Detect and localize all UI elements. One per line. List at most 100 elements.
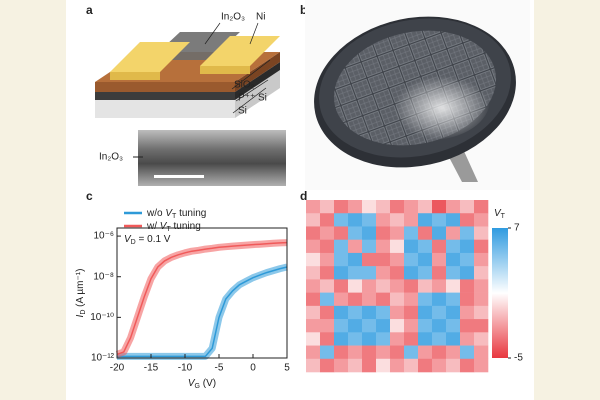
heatmap-cell — [334, 266, 349, 280]
heatmap-cell — [376, 292, 391, 307]
panel-label: d — [300, 189, 307, 203]
heatmap-cell — [306, 332, 321, 346]
heatmap-cell — [460, 266, 475, 280]
heatmap-cell — [362, 252, 377, 267]
heatmap-cell — [404, 252, 419, 267]
legend-entry-part: T — [172, 213, 177, 220]
heatmap-cell — [432, 266, 447, 280]
heatmap-cell — [446, 358, 461, 373]
heatmap-cell — [320, 345, 335, 360]
heatmap-cell — [376, 345, 391, 360]
heatmap-cell — [348, 252, 363, 267]
heatmap-cell — [334, 319, 349, 333]
heatmap-cell — [348, 292, 363, 307]
x-tick-label: -5 — [215, 363, 224, 374]
heatmap-cell — [474, 332, 489, 346]
heatmap-cell — [306, 292, 321, 307]
heatmap-cell — [474, 266, 489, 280]
x-axis-label: VG (V) — [188, 378, 216, 391]
heatmap-cell — [376, 226, 391, 240]
heatmap-cell — [390, 305, 405, 320]
heatmap-cell — [390, 266, 405, 280]
heatmap-cell — [376, 279, 391, 293]
x-tick-label: 0 — [250, 363, 256, 374]
heatmap-cell — [334, 332, 349, 346]
heatmap-cell — [306, 358, 321, 373]
heatmap-cell — [348, 305, 363, 320]
heatmap-cell — [334, 252, 349, 267]
x-tick-label: -15 — [144, 363, 159, 374]
heatmap-cell — [446, 252, 461, 267]
heatmap-cell — [418, 266, 433, 280]
heatmap-cell — [474, 279, 489, 293]
annotation-part: D — [131, 239, 136, 246]
heatmap-cell — [334, 239, 349, 254]
heatmap-cell — [418, 358, 433, 373]
heatmap-cell — [306, 200, 321, 214]
heatmap-cell — [446, 292, 461, 307]
heatmap-cell — [474, 239, 489, 254]
heatmap-cell — [334, 213, 349, 227]
heatmap-cell — [334, 305, 349, 320]
heatmap-cell — [432, 319, 447, 333]
heatmap-cell — [418, 252, 433, 267]
x-tick-label: 5 — [284, 363, 290, 374]
heatmap-cell — [404, 239, 419, 254]
heatmap-cell — [404, 266, 419, 280]
plot-frame — [116, 227, 288, 359]
heatmap-cell — [376, 305, 391, 320]
heatmap-cell — [362, 213, 377, 227]
legend-entry: w/o VT tuning — [146, 208, 206, 221]
device-illustration — [95, 22, 280, 118]
heatmap-cell — [404, 226, 419, 240]
heatmap-cell — [474, 213, 489, 227]
heatmap-cell — [446, 305, 461, 320]
heatmap-cell — [418, 292, 433, 307]
heatmap-cell — [432, 332, 447, 346]
heatmap-cell — [376, 239, 391, 254]
heatmap-cell — [404, 319, 419, 333]
heatmap-cell — [320, 319, 335, 333]
heatmap-cell — [334, 279, 349, 293]
heatmap-cell — [446, 266, 461, 280]
heatmap-cell — [362, 358, 377, 373]
heatmap-cell — [446, 345, 461, 360]
device-label: In₂O₃ — [221, 12, 245, 23]
heatmap-cell — [320, 226, 335, 240]
colorbar-label: VT — [494, 208, 506, 221]
heatmap-cell — [418, 213, 433, 227]
legend-entry-part: tuning — [171, 221, 201, 232]
heatmap-cell — [418, 305, 433, 320]
heatmap-cell — [390, 279, 405, 293]
heatmap-cell — [362, 345, 377, 360]
heatmap-cell — [446, 319, 461, 333]
heatmap-cell — [306, 239, 321, 254]
heatmap-cell — [362, 239, 377, 254]
heatmap-cell — [390, 252, 405, 267]
legend-entry-part: V — [160, 221, 168, 232]
heatmap-cell — [418, 279, 433, 293]
heatmap-cell — [432, 226, 447, 240]
heatmap-cell — [306, 279, 321, 293]
panel-label: b — [300, 3, 307, 17]
heatmap-cell — [306, 319, 321, 333]
heatmap-cell — [320, 292, 335, 307]
heatmap-cell — [474, 345, 489, 360]
heatmap-cell — [348, 279, 363, 293]
heatmap-cell — [390, 345, 405, 360]
heatmap-cell — [362, 200, 377, 214]
heatmap-cell — [362, 332, 377, 346]
device-label: P⁺⁺ Si — [238, 93, 267, 104]
heatmap-cell — [404, 332, 419, 346]
heatmap-cell — [376, 332, 391, 346]
heatmap-cell — [446, 226, 461, 240]
heatmap-cell — [306, 305, 321, 320]
heatmap-cell — [432, 305, 447, 320]
iv-curve-core — [116, 241, 288, 356]
heatmap-cell — [348, 319, 363, 333]
heatmap-cell — [362, 305, 377, 320]
wafer-photo — [305, 0, 530, 190]
heatmap-cell — [474, 200, 489, 214]
heatmap-cell — [348, 345, 363, 360]
heatmap-cell — [376, 358, 391, 373]
